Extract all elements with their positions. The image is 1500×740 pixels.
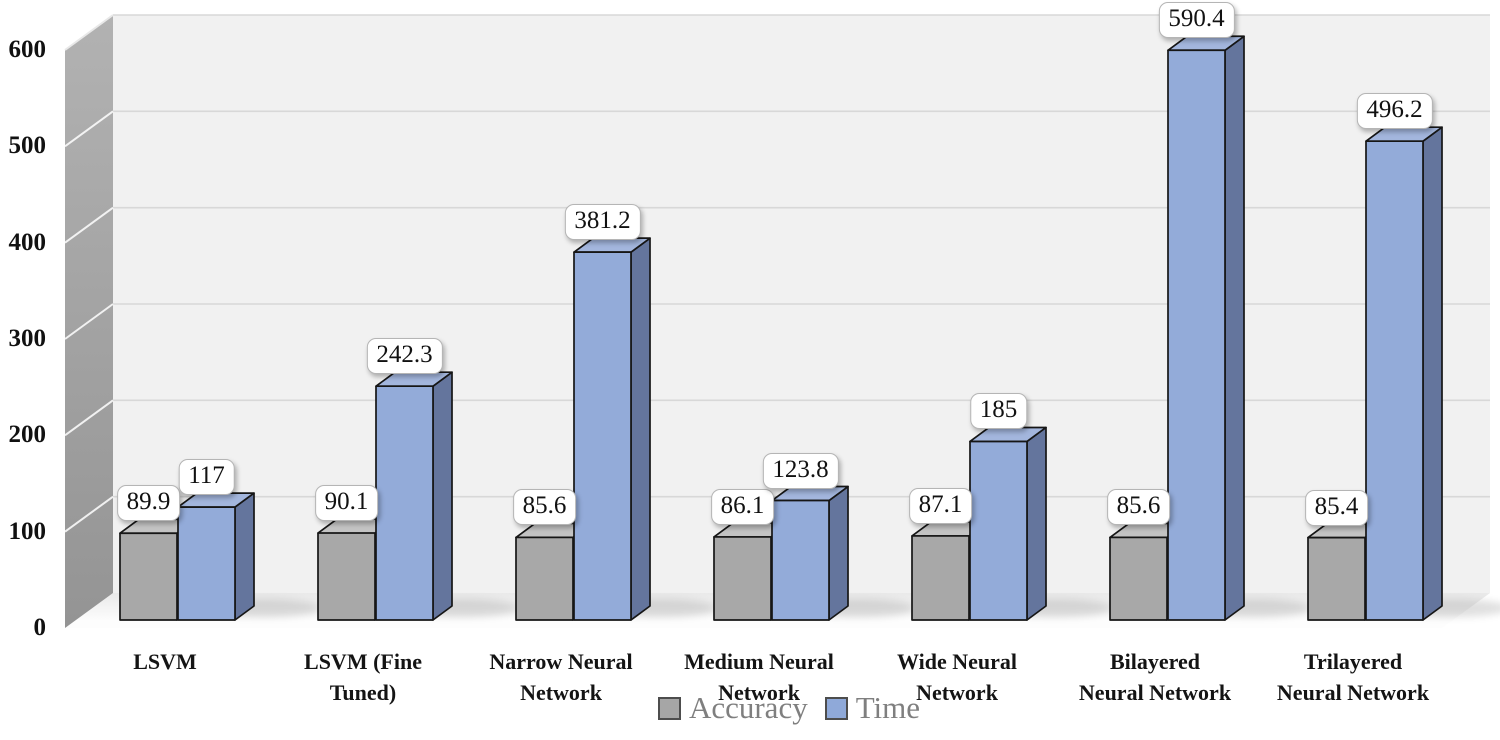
side-wall-gridline (64, 303, 114, 340)
value-callout-accuracy-6: 85.4 (1304, 489, 1369, 526)
bar-accuracy-2-front (515, 536, 574, 621)
y-axis-tick-label: 600 (8, 36, 47, 63)
bar-time-5-front (1167, 49, 1226, 621)
value-callout-time-2: 381.2 (564, 204, 641, 241)
legend-item-time: Time (824, 690, 921, 725)
bar-time-4-side (1026, 426, 1047, 621)
category-label-6: Trilayered Neural Network (1276, 649, 1430, 705)
bar-time-1-side (432, 371, 453, 621)
value-callout-accuracy-3: 86.1 (710, 488, 775, 525)
side-wall-gridline (64, 495, 114, 533)
y-axis-tick-label: 300 (8, 325, 47, 352)
bar-time-6-side (1422, 126, 1443, 621)
side-wall-top-edge (64, 14, 114, 51)
bar-time-2-front (573, 251, 632, 621)
bar-time-3-front (771, 499, 830, 621)
side-wall-gridline (64, 110, 114, 148)
value-callout-time-6: 496.2 (1356, 93, 1433, 130)
legend-label: Time (855, 690, 921, 725)
bar-time-5-side (1224, 35, 1245, 621)
legend-swatch-icon (657, 696, 681, 720)
bar-accuracy-5-front (1109, 536, 1168, 621)
value-callout-time-0: 117 (178, 459, 235, 496)
value-callout-accuracy-1: 90.1 (314, 485, 379, 522)
bar-accuracy-0-front (119, 532, 178, 621)
value-callout-time-4: 185 (969, 393, 1028, 430)
y-axis-tick-label: 0 (33, 614, 47, 641)
y-axis-tick-label: 200 (8, 421, 47, 449)
bar-time-4-front (969, 440, 1028, 621)
bar-time-6-front (1365, 140, 1424, 621)
value-callout-time-3: 123.8 (762, 452, 839, 489)
legend-label: Accuracy (688, 690, 808, 725)
value-callout-time-5: 590.4 (1158, 2, 1235, 39)
side-wall-gridline (64, 399, 114, 437)
bar-accuracy-1-front (317, 532, 376, 621)
value-callout-time-1: 242.3 (366, 338, 443, 375)
bar-time-0-front (177, 506, 236, 621)
bar-time-3-side (828, 485, 849, 621)
bar-accuracy-3-front (713, 536, 772, 621)
value-callout-accuracy-0: 89.9 (116, 485, 181, 522)
side-wall-gridline (64, 206, 114, 244)
bar-time-1-front (375, 385, 434, 621)
bar-accuracy-6-front (1307, 536, 1366, 621)
y-axis-tick-label: 100 (8, 517, 47, 545)
category-label-3: Medium Neural Network (684, 649, 834, 705)
value-callout-accuracy-2: 85.6 (512, 489, 577, 526)
value-callout-accuracy-4: 87.1 (908, 487, 973, 524)
bar-accuracy-4-front (911, 535, 970, 621)
y-axis-tick-label: 400 (8, 228, 47, 256)
category-label-0: LSVM (133, 649, 197, 674)
y-axis-tick-label: 500 (8, 132, 47, 160)
category-label-5: Bilayered Neural Network (1078, 649, 1232, 705)
legend: Accuracy Time (0, 691, 1500, 725)
category-label-2: Narrow Neural Network (489, 649, 633, 705)
legend-item-accuracy: Accuracy (657, 690, 808, 725)
bar-time-0-side (234, 492, 255, 621)
category-label-4: Wide Neural Network (897, 649, 1017, 705)
bar-time-2-side (630, 237, 651, 621)
value-callout-accuracy-5: 85.6 (1106, 489, 1171, 526)
category-label-1: LSVM (Fine Tuned) (304, 649, 422, 705)
legend-swatch-icon (824, 696, 848, 720)
